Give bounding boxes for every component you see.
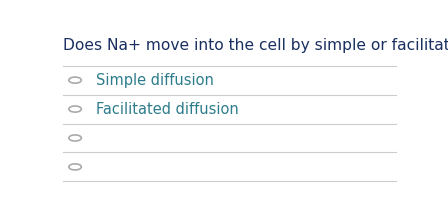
Text: Does Na+ move into the cell by simple or facilitated diffusion?: Does Na+ move into the cell by simple or… <box>63 38 448 53</box>
Text: Simple diffusion: Simple diffusion <box>96 73 214 88</box>
Text: Facilitated diffusion: Facilitated diffusion <box>96 102 239 116</box>
